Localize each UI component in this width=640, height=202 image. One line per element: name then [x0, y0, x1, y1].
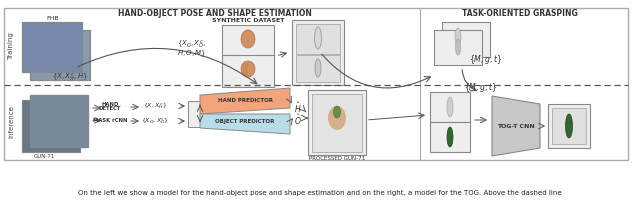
Bar — [552, 108, 586, 144]
Text: $\{M, g, t\}$: $\{M, g, t\}$ — [463, 81, 497, 95]
Ellipse shape — [315, 59, 321, 77]
Ellipse shape — [447, 97, 453, 117]
Ellipse shape — [333, 106, 340, 118]
Text: $\hat{H}$: $\hat{H}$ — [294, 101, 302, 115]
Bar — [430, 122, 470, 152]
Bar — [312, 94, 362, 152]
Text: On the left we show a model for the hand-object pose and shape estimation and on: On the left we show a model for the hand… — [78, 190, 562, 196]
Ellipse shape — [241, 61, 255, 77]
Ellipse shape — [328, 106, 346, 130]
Bar — [22, 100, 80, 152]
Text: HAND PREDICTOR: HAND PREDICTOR — [218, 99, 273, 103]
Bar — [22, 22, 82, 72]
Bar — [4, 8, 628, 160]
Text: SYNTHETIC DATASET: SYNTHETIC DATASET — [212, 18, 284, 22]
Bar — [30, 30, 90, 55]
Ellipse shape — [241, 30, 255, 48]
Bar — [22, 22, 82, 50]
Text: $\{X_O, X^c_O,$: $\{X_O, X^c_O,$ — [177, 39, 207, 51]
Bar — [222, 25, 274, 57]
Text: $\{M, g, t\}$: $\{M, g, t\}$ — [468, 54, 502, 66]
Text: TOG-T CNN: TOG-T CNN — [497, 123, 535, 128]
Text: DETECT: DETECT — [99, 106, 121, 112]
Bar — [296, 55, 340, 82]
Text: $\{X_O, X^c_O\}$: $\{X_O, X^c_O\}$ — [141, 116, 169, 126]
Bar — [22, 128, 80, 152]
Ellipse shape — [314, 27, 321, 49]
Polygon shape — [492, 96, 540, 156]
Bar — [243, 63, 248, 75]
Bar — [296, 24, 340, 54]
Ellipse shape — [447, 127, 453, 147]
Ellipse shape — [455, 28, 461, 46]
Text: FHB: FHB — [47, 17, 60, 21]
Ellipse shape — [566, 114, 573, 138]
Bar — [22, 50, 82, 72]
Text: MASK rCNN: MASK rCNN — [93, 118, 127, 122]
Text: $\{X, X^c_H\}$: $\{X, X^c_H\}$ — [143, 101, 167, 111]
Bar — [434, 30, 482, 65]
Bar — [22, 22, 82, 72]
Bar — [188, 101, 200, 127]
Bar — [30, 95, 88, 147]
Bar — [30, 95, 88, 123]
Bar — [30, 95, 88, 147]
Text: OBJECT PREDICTOR: OBJECT PREDICTOR — [215, 120, 275, 124]
Bar — [30, 30, 90, 80]
Text: TASK-ORIENTED GRASPING: TASK-ORIENTED GRASPING — [462, 8, 578, 18]
Bar — [30, 123, 88, 147]
Bar — [292, 20, 344, 85]
Polygon shape — [200, 88, 290, 114]
Bar — [222, 55, 274, 87]
Text: HAND-OBJECT POSE AND SHAPE ESTIMATION: HAND-OBJECT POSE AND SHAPE ESTIMATION — [118, 8, 312, 18]
Text: Training: Training — [8, 32, 14, 60]
Text: $\{X, X^c_H, H\}$: $\{X, X^c_H, H\}$ — [52, 72, 88, 84]
Bar — [30, 95, 88, 147]
Bar — [30, 55, 90, 80]
Bar — [30, 30, 90, 80]
Text: HAND: HAND — [101, 101, 118, 106]
Text: GUN-71: GUN-71 — [33, 154, 54, 159]
Bar — [430, 92, 470, 122]
Text: $\hat{O}$: $\hat{O}$ — [294, 113, 302, 127]
Bar — [30, 95, 88, 147]
Ellipse shape — [456, 39, 461, 55]
Text: $H, O, M\}$: $H, O, M\}$ — [177, 49, 207, 59]
Bar — [30, 95, 88, 123]
Bar — [22, 100, 80, 152]
Bar — [30, 123, 88, 147]
Bar — [22, 100, 80, 128]
Text: PROCESSED GUN-71: PROCESSED GUN-71 — [309, 156, 365, 161]
Bar — [308, 90, 366, 155]
Bar — [442, 22, 490, 57]
Bar — [548, 104, 590, 148]
Text: Inference: Inference — [8, 106, 14, 138]
Polygon shape — [200, 114, 290, 134]
